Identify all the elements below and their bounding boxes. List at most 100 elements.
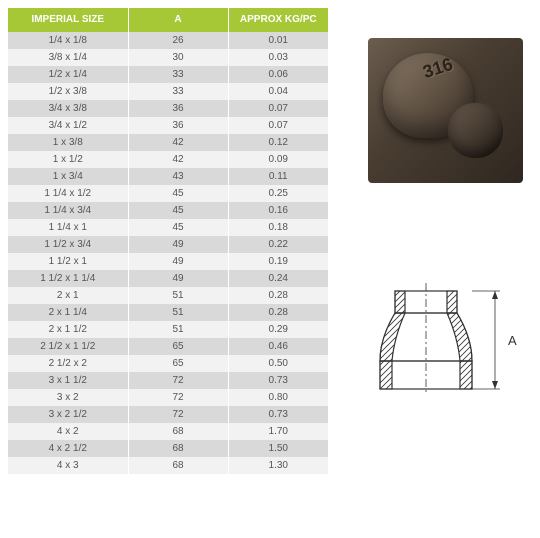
table-row: 3/8 x 1/4300.03: [8, 49, 328, 66]
cell-size: 3/8 x 1/4: [8, 49, 128, 66]
cell-size: 1/2 x 3/8: [8, 83, 128, 100]
cell-kg: 0.16: [228, 202, 328, 219]
cell-a: 43: [128, 168, 228, 185]
cell-kg: 0.18: [228, 219, 328, 236]
cell-a: 51: [128, 321, 228, 338]
cell-kg: 0.07: [228, 100, 328, 117]
table-row: 1/2 x 3/8330.04: [8, 83, 328, 100]
table-row: 3/4 x 3/8360.07: [8, 100, 328, 117]
cell-kg: 1.70: [228, 423, 328, 440]
table-row: 3/4 x 1/2360.07: [8, 117, 328, 134]
table-row: 2 x 1 1/4510.28: [8, 304, 328, 321]
cell-kg: 0.04: [228, 83, 328, 100]
cell-size: 2 x 1 1/4: [8, 304, 128, 321]
cell-size: 1/4 x 1/8: [8, 32, 128, 49]
cell-size: 3 x 2 1/2: [8, 406, 128, 423]
cell-size: 4 x 2 1/2: [8, 440, 128, 457]
cell-a: 33: [128, 83, 228, 100]
dimension-label-a: A: [508, 333, 517, 348]
product-stamp: 316: [420, 54, 455, 83]
cell-kg: 0.19: [228, 253, 328, 270]
cell-size: 3/4 x 3/8: [8, 100, 128, 117]
table-row: 2 1/2 x 1 1/2650.46: [8, 338, 328, 355]
cell-size: 1 1/4 x 1/2: [8, 185, 128, 202]
cell-size: 3/4 x 1/2: [8, 117, 128, 134]
cell-a: 68: [128, 423, 228, 440]
table-row: 4 x 3681.30: [8, 457, 328, 474]
table-row: 2 x 1510.28: [8, 287, 328, 304]
cell-size: 1 x 3/4: [8, 168, 128, 185]
cell-a: 68: [128, 440, 228, 457]
cell-kg: 0.73: [228, 406, 328, 423]
cell-a: 65: [128, 338, 228, 355]
cell-a: 49: [128, 270, 228, 287]
table-row: 1/4 x 1/8260.01: [8, 32, 328, 49]
cell-a: 51: [128, 304, 228, 321]
cell-kg: 0.22: [228, 236, 328, 253]
cell-size: 2 x 1 1/2: [8, 321, 128, 338]
cell-a: 68: [128, 457, 228, 474]
table-row: 3 x 2720.80: [8, 389, 328, 406]
product-photo: 316: [368, 38, 523, 183]
table-row: 1 1/2 x 3/4490.22: [8, 236, 328, 253]
table-row: 3 x 1 1/2720.73: [8, 372, 328, 389]
cell-kg: 0.80: [228, 389, 328, 406]
cell-kg: 0.25: [228, 185, 328, 202]
cell-size: 2 x 1: [8, 287, 128, 304]
cell-a: 36: [128, 117, 228, 134]
table-row: 4 x 2 1/2681.50: [8, 440, 328, 457]
cell-kg: 1.30: [228, 457, 328, 474]
table-row: 2 x 1 1/2510.29: [8, 321, 328, 338]
cell-kg: 1.50: [228, 440, 328, 457]
cell-size: 1 1/2 x 3/4: [8, 236, 128, 253]
table-row: 1 1/4 x 1/2450.25: [8, 185, 328, 202]
table-row: 1 x 3/4430.11: [8, 168, 328, 185]
cell-a: 51: [128, 287, 228, 304]
spec-table-wrap: IMPERIAL SIZE A APPROX KG/PC 1/4 x 1/826…: [8, 8, 328, 474]
table-row: 1 x 1/2420.09: [8, 151, 328, 168]
cell-size: 3 x 1 1/2: [8, 372, 128, 389]
cell-kg: 0.03: [228, 49, 328, 66]
cell-kg: 0.12: [228, 134, 328, 151]
cell-kg: 0.29: [228, 321, 328, 338]
cell-size: 1 1/4 x 1: [8, 219, 128, 236]
cell-a: 72: [128, 372, 228, 389]
cell-kg: 0.28: [228, 304, 328, 321]
cell-a: 42: [128, 151, 228, 168]
table-row: 2 1/2 x 2650.50: [8, 355, 328, 372]
cell-a: 33: [128, 66, 228, 83]
cell-a: 65: [128, 355, 228, 372]
cell-size: 1 1/2 x 1 1/4: [8, 270, 128, 287]
cell-a: 49: [128, 253, 228, 270]
header-a: A: [128, 8, 228, 32]
cell-kg: 0.06: [228, 66, 328, 83]
cell-kg: 0.24: [228, 270, 328, 287]
dimension-diagram: A: [360, 283, 530, 423]
header-imperial-size: IMPERIAL SIZE: [8, 8, 128, 32]
cell-kg: 0.28: [228, 287, 328, 304]
cell-kg: 0.11: [228, 168, 328, 185]
cell-a: 45: [128, 185, 228, 202]
cell-size: 2 1/2 x 2: [8, 355, 128, 372]
cell-size: 1 x 1/2: [8, 151, 128, 168]
cell-kg: 0.46: [228, 338, 328, 355]
table-row: 1 x 3/8420.12: [8, 134, 328, 151]
cell-a: 26: [128, 32, 228, 49]
table-row: 3 x 2 1/2720.73: [8, 406, 328, 423]
table-row: 1 1/2 x 1 1/4490.24: [8, 270, 328, 287]
cell-a: 72: [128, 389, 228, 406]
cell-kg: 0.73: [228, 372, 328, 389]
cell-kg: 0.50: [228, 355, 328, 372]
cell-a: 49: [128, 236, 228, 253]
cell-size: 4 x 3: [8, 457, 128, 474]
table-row: 1 1/4 x 3/4450.16: [8, 202, 328, 219]
cell-size: 1 x 3/8: [8, 134, 128, 151]
cell-size: 2 1/2 x 1 1/2: [8, 338, 128, 355]
cell-size: 1 1/4 x 3/4: [8, 202, 128, 219]
spec-table: IMPERIAL SIZE A APPROX KG/PC 1/4 x 1/826…: [8, 8, 328, 474]
cell-size: 3 x 2: [8, 389, 128, 406]
cell-a: 30: [128, 49, 228, 66]
cell-a: 72: [128, 406, 228, 423]
table-row: 1/2 x 1/4330.06: [8, 66, 328, 83]
cell-a: 45: [128, 219, 228, 236]
